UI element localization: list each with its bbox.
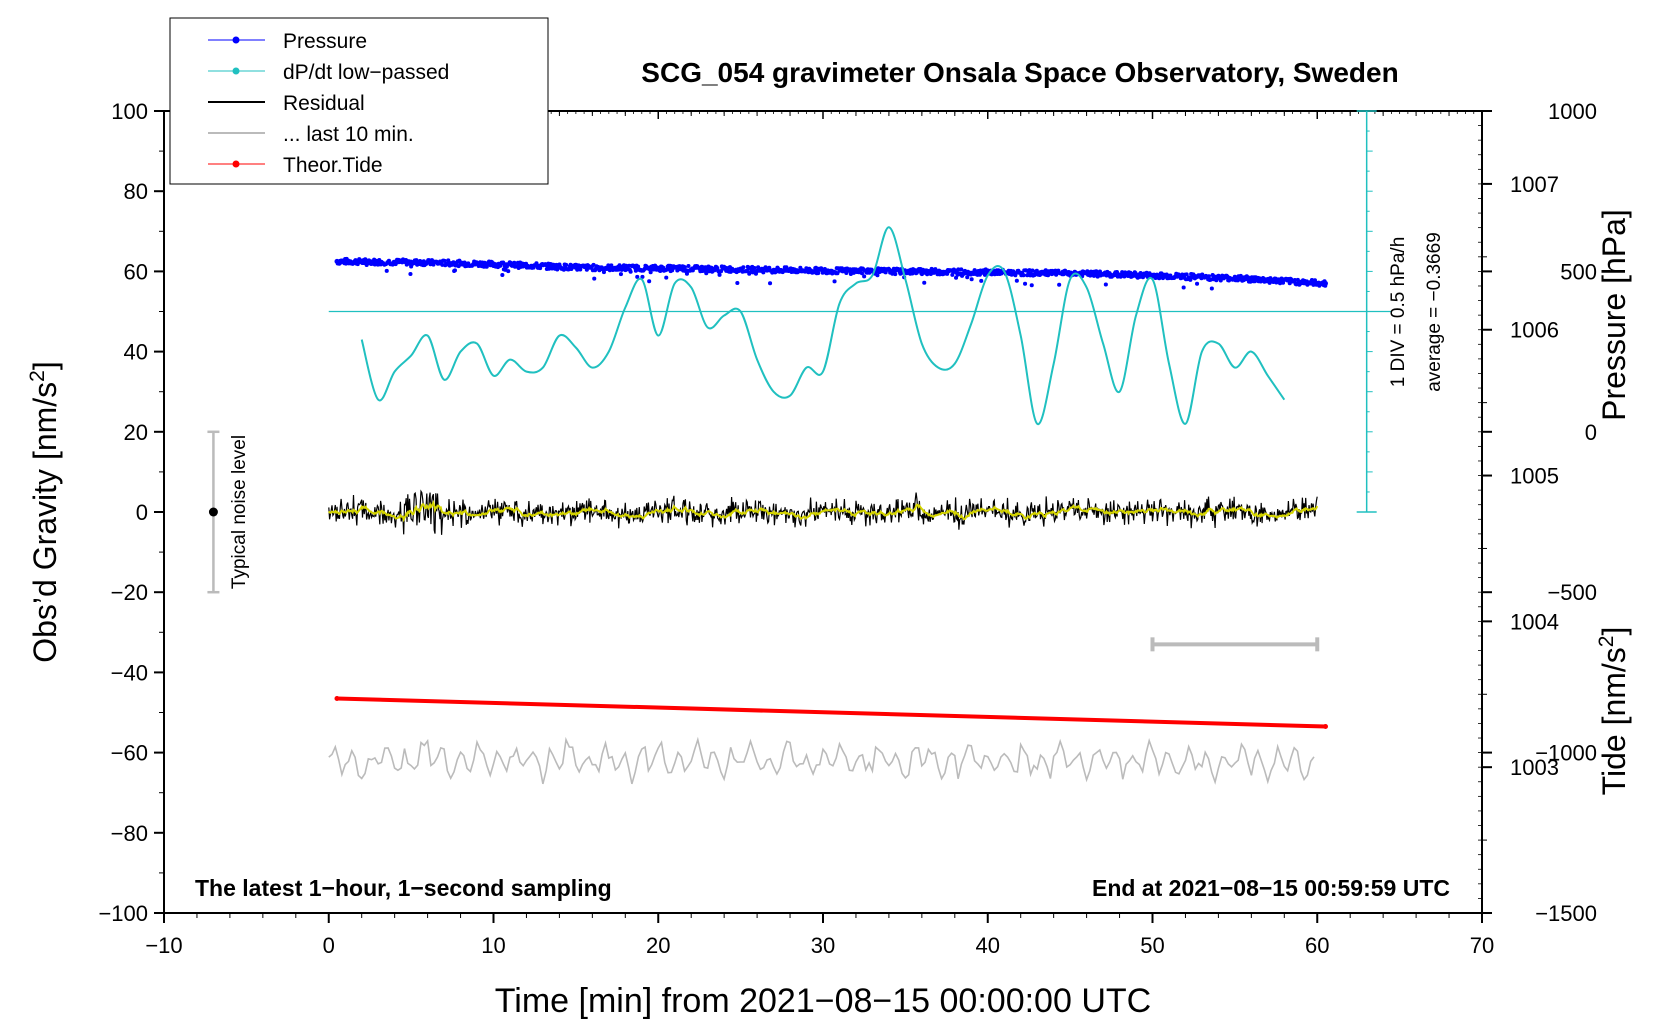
pressure-tick-label: 1004 (1510, 609, 1559, 634)
noise-level-label: Typical noise level (229, 435, 250, 589)
y-tick-label: 0 (136, 500, 148, 525)
x-tick-label: 20 (646, 933, 670, 958)
tide-tick-label: 500 (1560, 259, 1597, 284)
pressure-point (1067, 270, 1073, 276)
x-tick-label: −10 (145, 933, 182, 958)
pressure-point (1322, 280, 1328, 286)
legend-marker-pressure (232, 36, 240, 44)
pressure-point (491, 261, 496, 267)
x-tick-label: 0 (323, 933, 335, 958)
y-tick-label: 80 (124, 179, 148, 204)
pressure-tick-label: 1005 (1510, 464, 1559, 489)
residual-line (328, 489, 1318, 535)
x-tick-label: 50 (1140, 933, 1164, 958)
chart-title: SCG_054 gravimeter Onsala Space Observat… (641, 57, 1398, 88)
cyan-scale-label-div: 1 DIV = 0.5 hPa/h (1388, 237, 1409, 388)
y-tick-label: −20 (111, 580, 148, 605)
pressure-point (408, 259, 414, 265)
y-axis-label-left-main: Obs’d Gravity [nm/s (27, 382, 63, 663)
pressure-point (573, 264, 579, 270)
last10-line (328, 736, 1315, 785)
y-tick-label: −60 (111, 741, 148, 766)
pressure-point (738, 266, 744, 272)
pressure-point (1232, 275, 1238, 281)
x-tick-label: 40 (976, 933, 1000, 958)
footer-left: The latest 1−hour, 1−second sampling (195, 875, 612, 901)
series-layer (328, 226, 1328, 785)
x-tick-label: 10 (481, 933, 505, 958)
legend-label-dpdt: dP/dt low−passed (283, 61, 449, 84)
pressure-point (1150, 272, 1155, 278)
y-tick-label: 100 (111, 99, 148, 124)
pressure-points (335, 256, 1328, 291)
x-tick-label: 60 (1305, 933, 1329, 958)
tide-tick-label: −1000 (1535, 741, 1597, 766)
y-tick-label: 20 (124, 420, 148, 445)
residual-smoothed-line (328, 499, 1319, 523)
dpdt-line (360, 226, 1286, 425)
y-axis-label-left-end: ] (27, 361, 63, 370)
x-tick-label: 70 (1470, 933, 1494, 958)
tide-point (334, 695, 340, 701)
pressure-point (334, 258, 340, 264)
legend-marker-dpdt (232, 67, 240, 75)
y-tick-label: 60 (124, 259, 148, 284)
pressure-point (655, 265, 661, 271)
y-axis-label-pressure: Pressure [hPa] (1596, 209, 1632, 421)
cyan-scale-label-average: average = −0.3669 (1424, 232, 1445, 392)
tide-line (336, 696, 1326, 729)
legend-marker-tide (232, 160, 240, 168)
tide-tick-label: 1000 (1548, 99, 1597, 124)
tide-tick-label: 0 (1585, 420, 1597, 445)
legend-label-pressure: Pressure (283, 30, 367, 53)
y-tick-label: −40 (111, 660, 148, 685)
y-axis-label-left-sup: 2 (26, 370, 49, 382)
y-tick-label: −80 (111, 821, 148, 846)
y-tick-label: −100 (98, 901, 148, 926)
axis-ticks: −10 0 10 20 30 40 50 60 70−100−80−60−40−20020406… (98, 99, 1597, 958)
tide-point (1322, 724, 1328, 730)
x-tick-label: 30 (811, 933, 835, 958)
pressure-tick-label: 1007 (1510, 172, 1559, 197)
y-axis-label-tide-main: Tide [nm/s (1596, 647, 1632, 795)
y-axis-label-left: Obs’d Gravity [nm/s2] (26, 361, 63, 663)
y-axis-label-tide-sup: 2 (1595, 636, 1618, 648)
y-tick-label: 40 (124, 340, 148, 365)
y-axis-label-tide-end: ] (1596, 627, 1632, 636)
tide-tick-label: −500 (1547, 580, 1597, 605)
pressure-tick-label: 1003 (1510, 755, 1559, 780)
noise-bar-center (208, 507, 218, 517)
tide-tick-label: −1500 (1535, 901, 1597, 926)
y-axis-label-tide: Tide [nm/s2] (1595, 627, 1632, 796)
x-axis-label: Time [min] from 2021−08−15 00:00:00 UTC (495, 982, 1151, 1020)
legend-label-residual: Residual (283, 92, 365, 115)
legend-label-tide: Theor.Tide (283, 154, 383, 177)
footer-right: End at 2021−08−15 00:59:59 UTC (1092, 875, 1450, 901)
pressure-tick-label: 1006 (1510, 318, 1559, 343)
legend-label-last10: ... last 10 min. (283, 123, 414, 146)
pressure-point (820, 268, 826, 274)
legend: Pressure dP/dt low−passed Residual ... l… (169, 17, 549, 185)
